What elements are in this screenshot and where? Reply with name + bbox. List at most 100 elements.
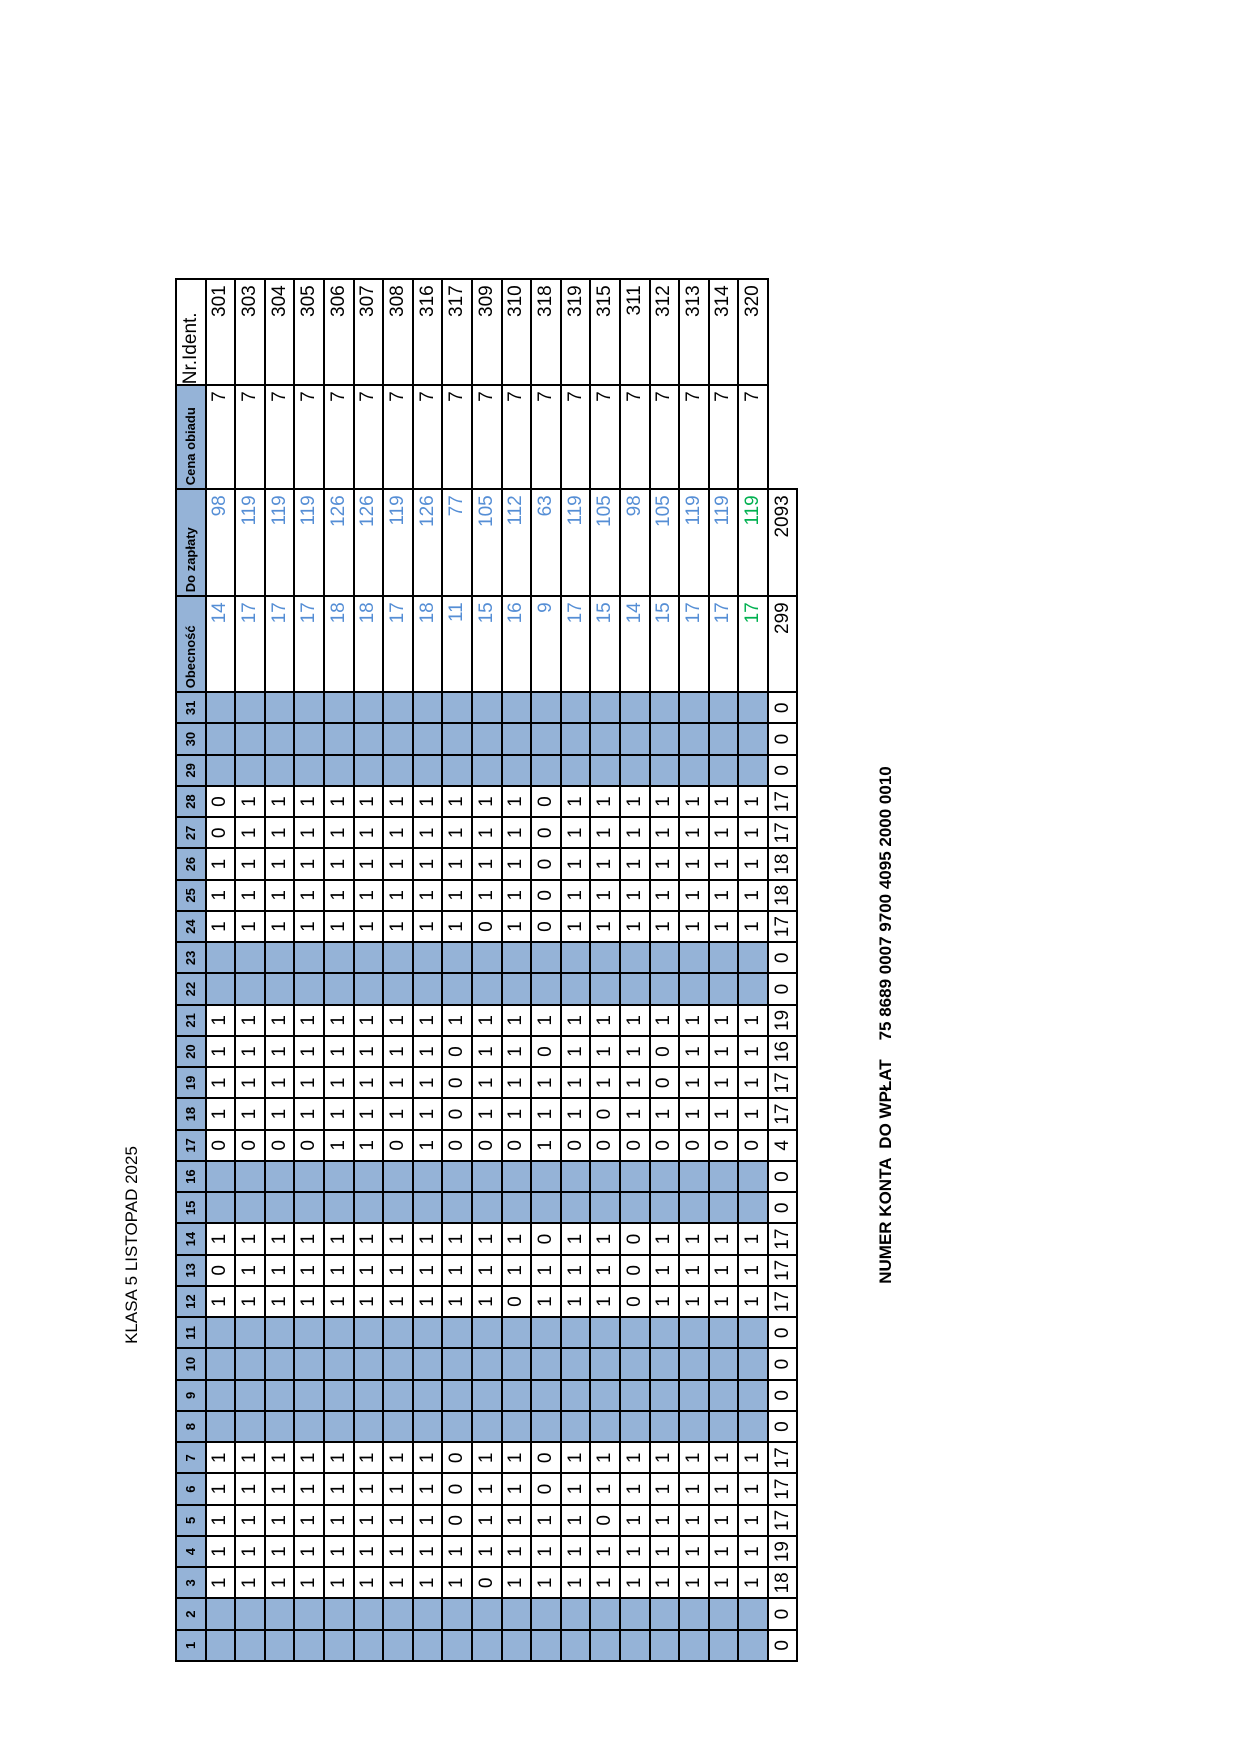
attendance-cell[interactable]: 1 (383, 879, 413, 911)
attendance-cell[interactable]: 1 (738, 817, 768, 849)
attendance-cell[interactable]: 1 (205, 1004, 236, 1036)
attendance-cell[interactable]: 1 (383, 1067, 413, 1099)
attendance-cell[interactable] (235, 754, 265, 786)
attendance-cell[interactable]: 1 (264, 1504, 295, 1536)
attendance-cell[interactable] (264, 1598, 295, 1630)
attendance-cell[interactable]: 1 (649, 1473, 680, 1505)
attendance-cell[interactable] (649, 1379, 680, 1411)
attendance-cell[interactable]: 0 (619, 1254, 650, 1286)
attendance-cell[interactable] (235, 1379, 265, 1411)
attendance-cell[interactable] (590, 1629, 620, 1661)
attendance-cell[interactable]: 1 (679, 786, 709, 818)
attendance-cell[interactable] (323, 1348, 354, 1380)
attendance-cell[interactable]: 1 (205, 848, 236, 880)
attendance-cell[interactable]: 1 (531, 1567, 561, 1599)
attendance-cell[interactable]: 1 (205, 1036, 236, 1068)
attendance-cell[interactable] (412, 692, 443, 724)
attendance-cell[interactable]: 1 (235, 1254, 265, 1286)
attendance-cell[interactable]: 1 (708, 1223, 739, 1255)
attendance-cell[interactable]: 0 (442, 1473, 472, 1505)
attendance-cell[interactable] (619, 1317, 650, 1349)
attendance-cell[interactable] (679, 1348, 709, 1380)
attendance-cell[interactable]: 1 (679, 1004, 709, 1036)
attendance-cell[interactable] (619, 1192, 650, 1224)
attendance-cell[interactable] (383, 973, 413, 1005)
attendance-cell[interactable] (619, 942, 650, 974)
attendance-cell[interactable]: 1 (590, 1036, 620, 1068)
attendance-cell[interactable]: 1 (235, 1536, 265, 1568)
attendance-cell[interactable]: 1 (353, 817, 384, 849)
attendance-cell[interactable] (442, 723, 472, 755)
attendance-cell[interactable]: 1 (590, 786, 620, 818)
attendance-cell[interactable]: 1 (442, 1286, 472, 1318)
attendance-cell[interactable]: 1 (531, 1536, 561, 1568)
attendance-cell[interactable]: 1 (323, 879, 354, 911)
attendance-cell[interactable]: 1 (235, 1098, 265, 1130)
attendance-cell[interactable]: 1 (323, 1442, 354, 1474)
attendance-cell[interactable]: 1 (264, 1036, 295, 1068)
attendance-cell[interactable]: 1 (471, 1223, 502, 1255)
attendance-cell[interactable] (679, 942, 709, 974)
attendance-cell[interactable] (205, 1598, 236, 1630)
attendance-cell[interactable]: 1 (679, 1223, 709, 1255)
attendance-cell[interactable]: 1 (649, 1254, 680, 1286)
attendance-cell[interactable] (264, 692, 295, 724)
attendance-cell[interactable]: 1 (501, 1223, 532, 1255)
attendance-cell[interactable]: 1 (294, 1473, 324, 1505)
attendance-cell[interactable] (205, 754, 236, 786)
attendance-cell[interactable] (264, 1411, 295, 1443)
attendance-cell[interactable]: 1 (560, 1504, 591, 1536)
attendance-cell[interactable] (294, 1598, 324, 1630)
attendance-cell[interactable]: 0 (205, 1129, 236, 1161)
attendance-cell[interactable]: 1 (501, 1036, 532, 1068)
attendance-cell[interactable] (619, 1379, 650, 1411)
attendance-cell[interactable] (679, 1598, 709, 1630)
attendance-cell[interactable] (294, 1348, 324, 1380)
attendance-cell[interactable] (501, 1161, 532, 1193)
attendance-cell[interactable] (442, 973, 472, 1005)
attendance-cell[interactable]: 1 (235, 1004, 265, 1036)
attendance-cell[interactable] (353, 973, 384, 1005)
attendance-cell[interactable] (264, 942, 295, 974)
attendance-cell[interactable]: 1 (442, 786, 472, 818)
attendance-cell[interactable]: 1 (708, 1067, 739, 1099)
attendance-cell[interactable]: 1 (649, 1567, 680, 1599)
attendance-cell[interactable]: 1 (264, 1286, 295, 1318)
attendance-cell[interactable]: 1 (294, 1286, 324, 1318)
attendance-cell[interactable]: 1 (619, 1067, 650, 1099)
attendance-cell[interactable]: 1 (235, 911, 265, 943)
attendance-cell[interactable] (294, 973, 324, 1005)
attendance-cell[interactable]: 1 (531, 1004, 561, 1036)
attendance-cell[interactable] (235, 1192, 265, 1224)
attendance-cell[interactable] (501, 1317, 532, 1349)
attendance-cell[interactable] (619, 1348, 650, 1380)
attendance-cell[interactable] (738, 1317, 768, 1349)
attendance-cell[interactable] (235, 1317, 265, 1349)
attendance-cell[interactable] (560, 1629, 591, 1661)
attendance-cell[interactable]: 1 (205, 1067, 236, 1099)
attendance-cell[interactable] (353, 1598, 384, 1630)
attendance-cell[interactable] (679, 1192, 709, 1224)
attendance-cell[interactable]: 1 (679, 1036, 709, 1068)
attendance-cell[interactable]: 1 (590, 911, 620, 943)
attendance-cell[interactable]: 1 (235, 786, 265, 818)
attendance-cell[interactable]: 1 (590, 1067, 620, 1099)
attendance-cell[interactable] (471, 973, 502, 1005)
attendance-cell[interactable] (353, 1348, 384, 1380)
attendance-cell[interactable] (294, 692, 324, 724)
attendance-cell[interactable]: 1 (353, 1004, 384, 1036)
attendance-cell[interactable]: 1 (501, 1442, 532, 1474)
attendance-cell[interactable]: 1 (323, 1473, 354, 1505)
attendance-cell[interactable]: 1 (235, 848, 265, 880)
attendance-cell[interactable]: 0 (471, 911, 502, 943)
attendance-cell[interactable] (560, 973, 591, 1005)
attendance-cell[interactable]: 1 (264, 1254, 295, 1286)
attendance-cell[interactable] (353, 754, 384, 786)
attendance-cell[interactable] (501, 973, 532, 1005)
attendance-cell[interactable] (264, 754, 295, 786)
attendance-cell[interactable] (353, 1192, 384, 1224)
attendance-cell[interactable]: 1 (412, 1223, 443, 1255)
attendance-cell[interactable]: 1 (679, 879, 709, 911)
attendance-cell[interactable] (471, 1192, 502, 1224)
attendance-cell[interactable] (531, 1629, 561, 1661)
